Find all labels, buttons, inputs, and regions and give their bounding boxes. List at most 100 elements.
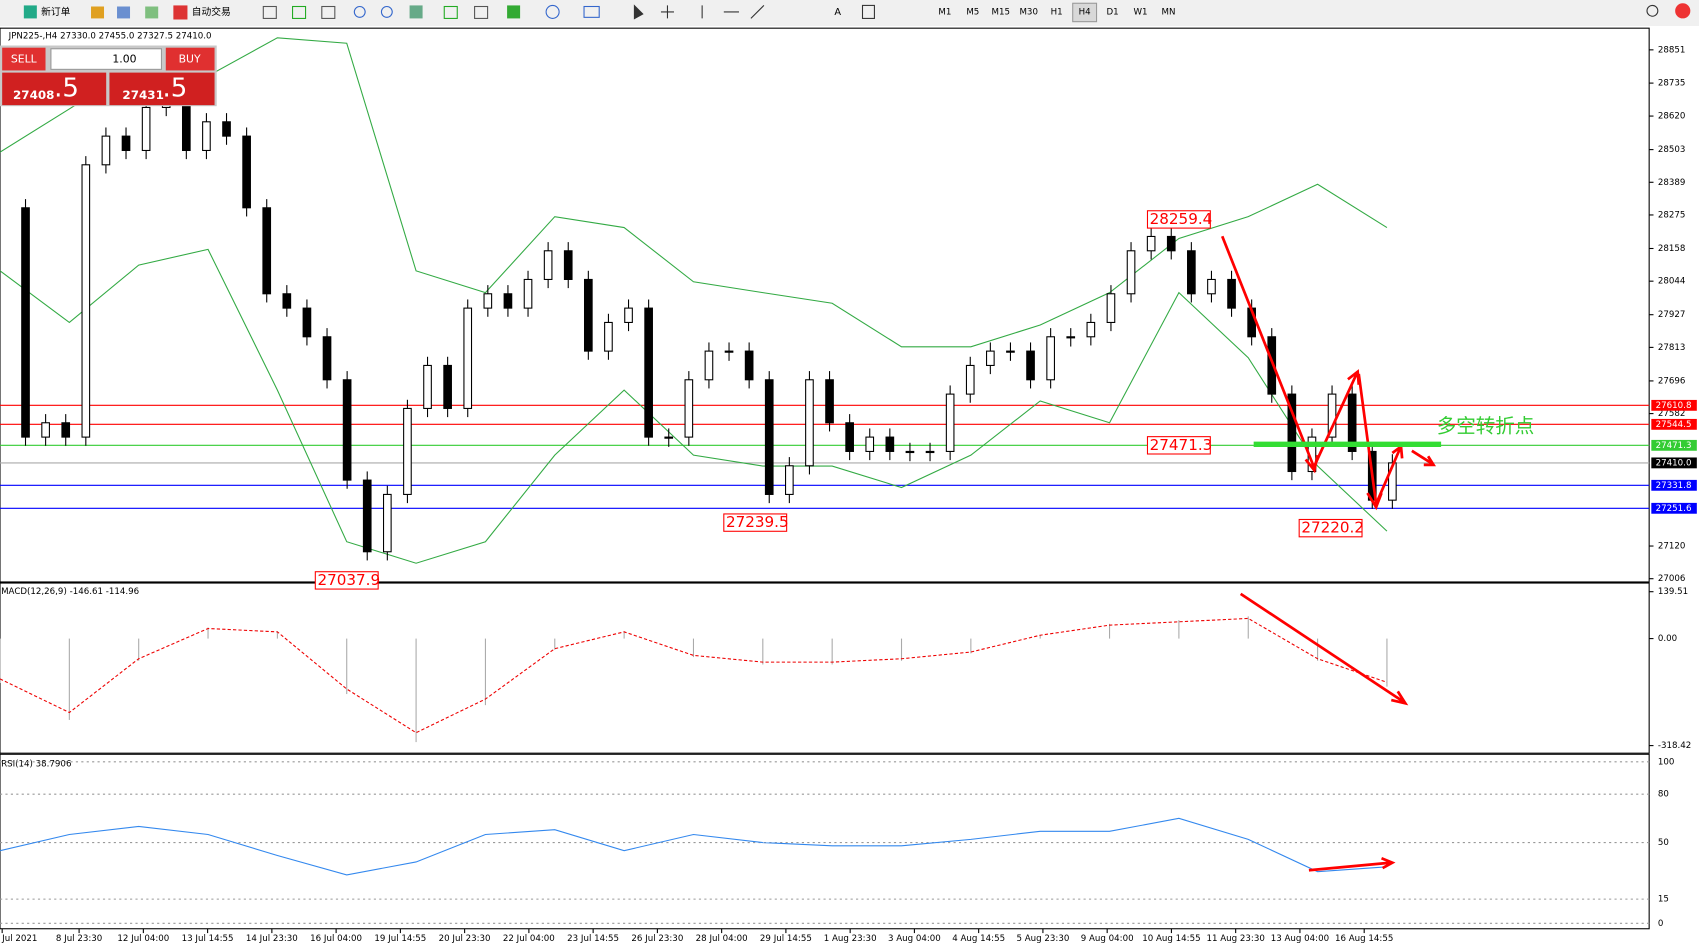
candle-body [1106,293,1116,323]
ask-pips: .5 [163,73,188,103]
timeframe-button[interactable]: MN [1162,7,1176,17]
sell-label[interactable]: SELL [11,53,37,66]
timeframe-button[interactable]: M5 [966,7,979,17]
buy-label[interactable]: BUY [179,53,201,66]
rsi-panel [0,753,1650,930]
candle-body [1327,393,1337,438]
candle-body [141,106,151,152]
candle-body [1066,336,1076,339]
symbol-header: JPN225-,H4 27330.0 27455.0 27327.5 27410… [8,31,212,41]
candle-body [583,278,593,352]
candle-body [1166,235,1176,252]
hand-drawn-arrows [1220,235,1436,872]
price-annotation-box [1146,436,1211,455]
y-tick-label: 28735 [1658,79,1686,89]
sell-button[interactable] [2,47,46,71]
y-tick-label: 27927 [1658,310,1686,320]
bid-box[interactable] [2,72,107,106]
new-order-icon[interactable] [23,5,37,19]
candle-body [563,250,573,280]
timeframe-button[interactable]: M15 [992,7,1010,17]
x-tick-label: Jul 2021 [1,934,37,944]
y-tick-label: 15 [1658,895,1669,905]
rsi-label: RSI(14) 38.7906 [1,760,71,770]
price-level-box [1651,502,1697,514]
y-tick-label: 0.00 [1658,634,1677,644]
candle-body [503,293,513,309]
price-level-box [1651,457,1697,469]
turning-point-note: 多空转折点 [1437,414,1535,437]
candle-body [1227,278,1236,309]
price-level-label: 27331.8 [1656,481,1692,491]
lot-value[interactable]: 1.00 [112,53,136,66]
candle-body [744,350,754,381]
timeframe-button[interactable]: M1 [938,7,951,17]
x-tick-label: 11 Aug 23:30 [1206,934,1264,944]
new-order[interactable]: 新订单 [41,5,70,18]
ask-box[interactable] [109,72,215,106]
x-tick-label: 23 Jul 14:55 [567,934,619,944]
candle-body [1287,393,1297,473]
candle-body [1086,321,1096,338]
candle-body [262,207,272,295]
candle-body [945,393,955,452]
candle-body [604,321,613,352]
candle-body [61,422,71,438]
x-tick-label: 1 Aug 23:30 [824,934,877,944]
trade-panel: SELL 1.00 BUY 27408 .5 27431 .5 [0,45,217,107]
y-tick-label: 0 [1658,919,1664,929]
price-annotation: 27220.2 [1301,519,1364,537]
x-tick-label: 14 Jul 23:30 [246,934,298,944]
timeframe-button[interactable]: M30 [1019,7,1037,17]
x-tick-label: 9 Aug 04:00 [1081,934,1134,944]
candle-body [222,121,231,137]
x-tick-label: 16 Aug 14:55 [1335,934,1393,944]
timeframe-button[interactable]: H4 [1079,7,1092,17]
buy-button[interactable] [165,47,215,71]
x-tick-label: 28 Jul 04:00 [696,934,748,944]
candle-body [21,207,30,438]
candle-body [925,450,935,454]
price-annotation-box [723,513,788,532]
price-annotation: 27037.9 [317,571,380,589]
candle-body [805,379,814,467]
timeframe-button[interactable]: H1 [1051,7,1063,17]
candle-body [41,422,50,438]
candle-body [81,164,91,438]
y-tick-label: 28389 [1658,178,1686,188]
candle-body [342,379,352,481]
y-tick-label: 27120 [1658,542,1686,552]
auto-trade[interactable]: 自动交易 [192,5,231,18]
candle-body [1187,250,1196,295]
candle-body [242,135,251,209]
price-level-box [1651,439,1697,451]
candle-body [463,307,473,409]
ask-price: 27431 [122,88,163,102]
lot-input[interactable] [50,48,162,70]
candle-body [382,493,392,553]
y-tick-label: 27696 [1658,376,1686,386]
x-tick-label: 13 Aug 04:00 [1271,934,1329,944]
toolbar-icons: A [91,3,1691,20]
candle-body [1006,350,1015,353]
x-tick-label: 19 Jul 14:55 [374,934,426,944]
price-level-label: 27610.8 [1656,401,1692,411]
candle-body [704,350,714,381]
price-annotation-box [1298,518,1363,538]
candle-body [322,336,332,381]
candle-body [1347,393,1357,452]
candle-body [986,350,995,366]
auto-trade-icon[interactable] [173,5,188,20]
candle-body [905,450,915,454]
candle-body [1026,350,1035,381]
y-tick-label: 139.51 [1658,587,1688,597]
bid-price: 27408 [13,88,54,102]
price-level-label: 27410.0 [1656,458,1692,468]
price-panel [0,27,1650,583]
timeframe-button[interactable]: W1 [1134,7,1148,17]
x-tick-label: 3 Aug 04:00 [888,934,941,944]
x-tick-label: 5 Aug 23:30 [1016,934,1069,944]
timeframe-button[interactable]: D1 [1106,7,1118,17]
candle-body [664,436,674,439]
